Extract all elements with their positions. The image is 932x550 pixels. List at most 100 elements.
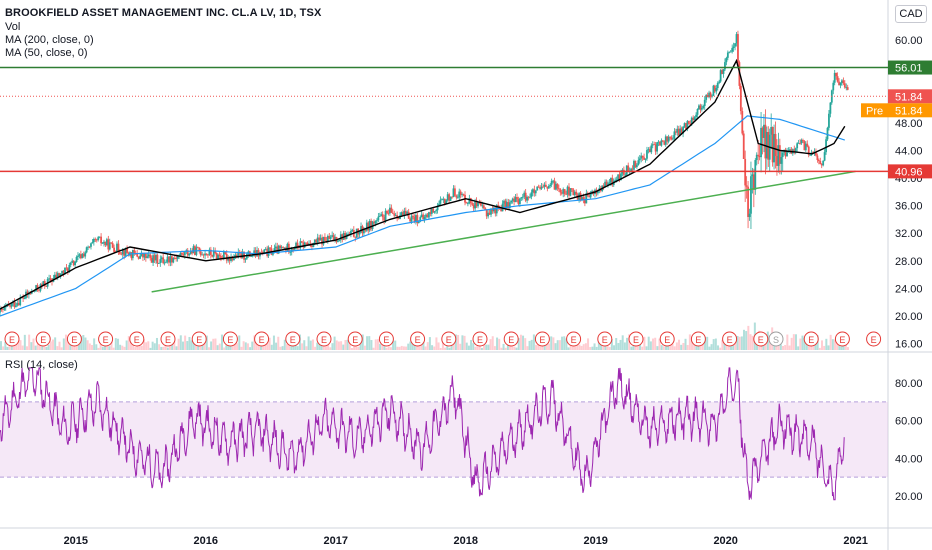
volume-bar: [62, 338, 65, 350]
candle-body: [441, 199, 443, 201]
volume-bar: [554, 343, 557, 350]
currency-button[interactable]: CAD: [895, 5, 927, 23]
volume-bar: [344, 340, 347, 350]
volume-bar: [498, 338, 501, 350]
candle-body: [339, 234, 342, 240]
volume-bar: [517, 338, 520, 350]
candle-body: [108, 242, 111, 250]
chart-title: BROOKFIELD ASSET MANAGEMENT INC. CL.A LV…: [5, 7, 322, 19]
candle-body: [313, 239, 316, 243]
volume-bar: [407, 343, 410, 350]
candle-body: [65, 267, 68, 269]
volume-bar: [379, 343, 382, 350]
candle-body: [69, 262, 72, 266]
candle-body: [170, 256, 173, 263]
candle-body: [74, 261, 76, 266]
earnings-marker-label: E: [602, 335, 608, 345]
volume-bar: [589, 347, 592, 350]
candle-body: [841, 80, 843, 83]
candle-body: [415, 215, 417, 222]
earnings-marker-label: S: [773, 335, 779, 345]
candle-body: [620, 173, 622, 181]
candle-body: [624, 174, 627, 176]
earnings-marker-label: E: [808, 335, 814, 345]
candle-body: [622, 169, 625, 175]
candle-body: [468, 198, 471, 204]
candle-body: [521, 196, 524, 198]
volume-bar: [563, 336, 566, 350]
earnings-marker-label: E: [664, 335, 670, 345]
volume-bar: [88, 343, 91, 350]
volume-bar: [626, 337, 629, 350]
volume-bar: [285, 344, 288, 350]
candle-body: [537, 186, 540, 188]
volume-bar: [372, 347, 375, 350]
candle-body: [157, 263, 160, 264]
candle-body: [274, 246, 277, 249]
price-tick-label: 36.00: [895, 201, 923, 213]
candle-body: [120, 253, 123, 255]
candle-body: [316, 237, 319, 243]
volume-bar: [704, 336, 707, 350]
candle-body: [272, 252, 274, 255]
candle-body: [471, 203, 474, 205]
candle-body: [273, 248, 276, 253]
earnings-marker: [566, 331, 582, 347]
candle-body: [806, 143, 809, 147]
candle-body: [75, 256, 78, 262]
candle-body: [332, 235, 335, 240]
volume-bar: [58, 341, 61, 350]
candle-body: [365, 222, 368, 231]
ma200-legend: MA (200, close, 0): [5, 34, 94, 46]
candle-body: [423, 216, 426, 220]
candle-body: [725, 57, 728, 63]
candle-body: [159, 259, 162, 264]
volume-bar: [513, 346, 516, 350]
candle-body: [391, 212, 394, 214]
candle-body: [172, 257, 175, 263]
volume-bar: [134, 347, 137, 350]
candle-body: [716, 82, 719, 89]
candle-body: [33, 290, 36, 292]
candle-body: [485, 209, 488, 217]
candle-body: [354, 236, 357, 238]
candle-body: [370, 220, 373, 230]
candle-body: [500, 208, 503, 212]
earnings-marker: [378, 331, 394, 347]
volume-bar: [673, 346, 676, 350]
volume-bar: [303, 340, 306, 350]
candle-body: [531, 189, 534, 193]
candle-body: [448, 194, 451, 201]
volume-bar: [654, 337, 657, 350]
last-price-label: 51.84: [895, 91, 923, 103]
volume-bar: [444, 347, 447, 350]
candle-body: [596, 190, 599, 194]
candle-body: [770, 126, 773, 135]
candle-body: [218, 254, 221, 257]
earnings-marker: [222, 331, 238, 347]
candle-body: [299, 241, 302, 248]
candle-body: [771, 126, 774, 163]
candle-body: [635, 165, 638, 168]
candle-body: [420, 214, 423, 218]
candle-body: [124, 248, 127, 256]
volume-bar: [530, 339, 533, 350]
volume-bar: [721, 339, 724, 350]
candle-body: [79, 254, 82, 259]
earnings-marker: [503, 331, 519, 347]
volume-bar: [259, 346, 262, 350]
candle-body: [286, 243, 289, 251]
candle-body: [13, 301, 16, 308]
candle-body: [300, 241, 303, 243]
candle-body: [212, 250, 215, 257]
volume-bar: [15, 341, 18, 350]
volume-bar: [363, 345, 366, 350]
earnings-marker: [66, 331, 82, 347]
candle-body: [724, 62, 726, 70]
candle-body: [326, 235, 329, 242]
candle-body: [664, 136, 667, 145]
candle-body: [191, 251, 193, 254]
volume-bar: [515, 347, 518, 350]
candle-body: [604, 181, 606, 188]
